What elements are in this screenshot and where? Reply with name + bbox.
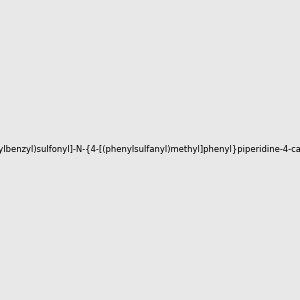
Text: 1-[(3-methylbenzyl)sulfonyl]-N-{4-[(phenylsulfanyl)methyl]phenyl}piperidine-4-ca: 1-[(3-methylbenzyl)sulfonyl]-N-{4-[(phen… [0,146,300,154]
